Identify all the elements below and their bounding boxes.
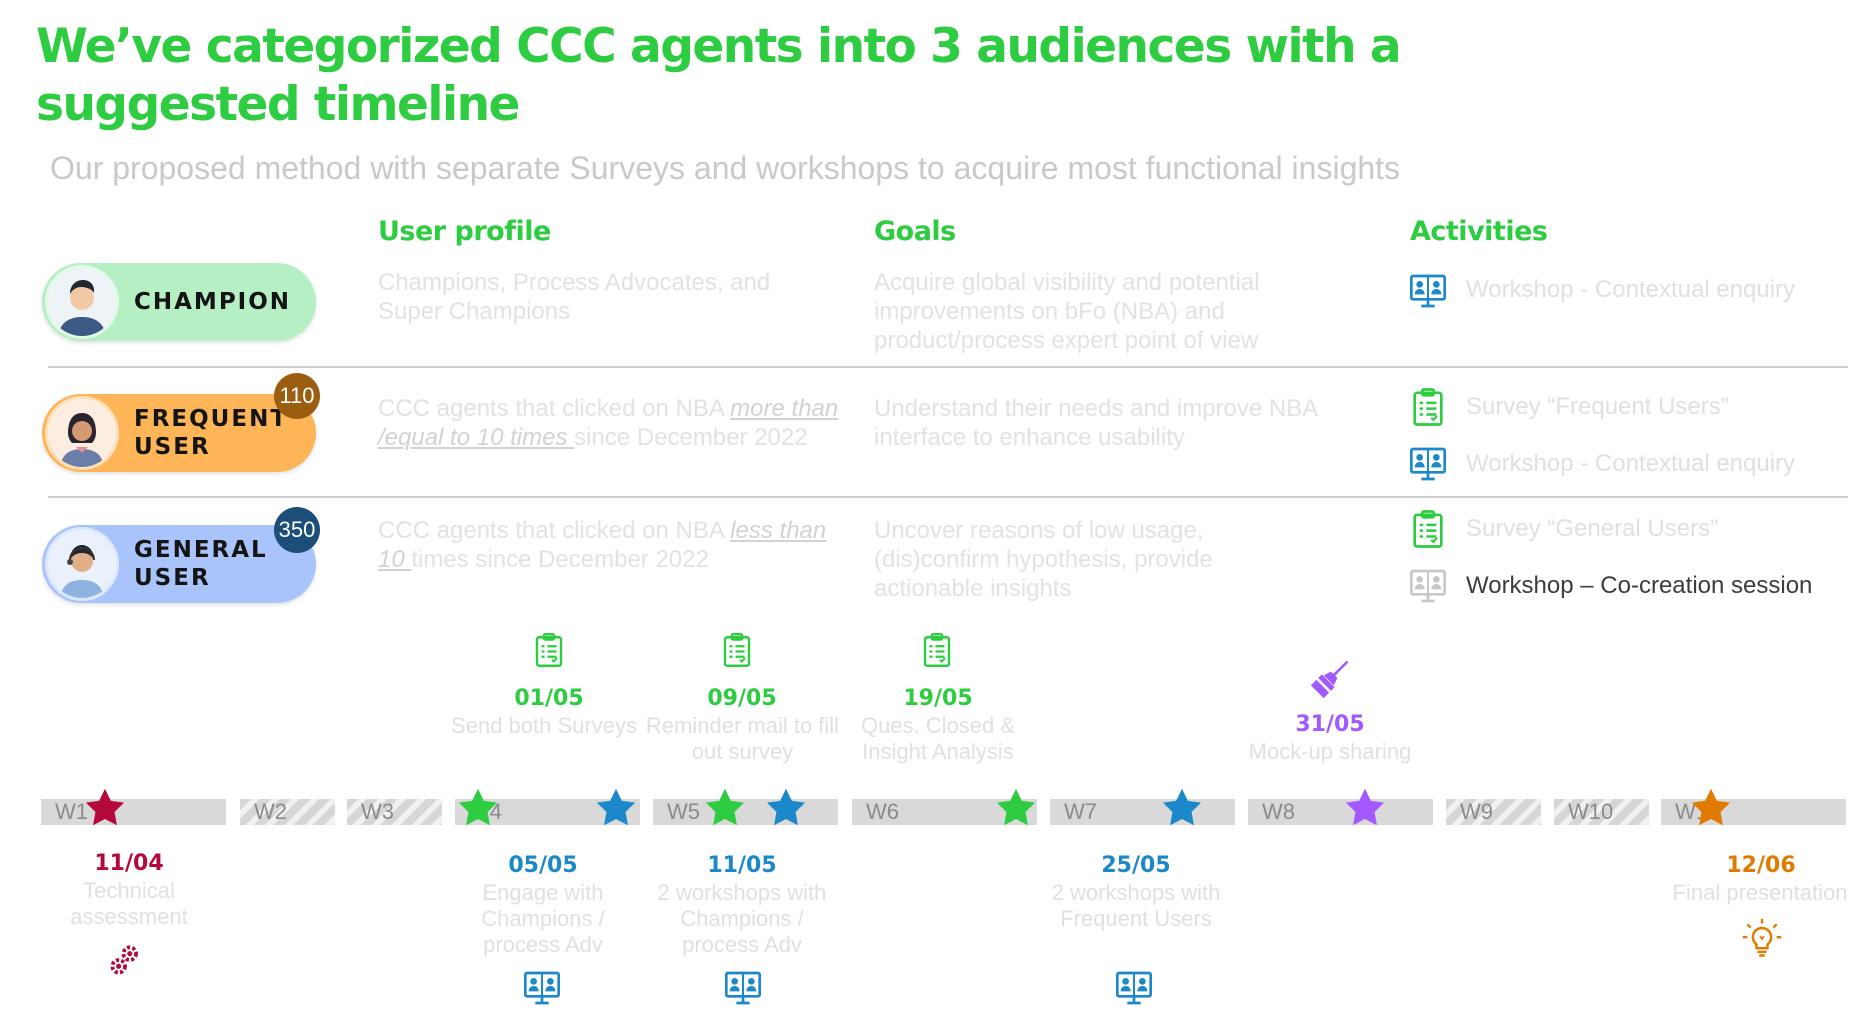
survey-icon bbox=[1408, 387, 1448, 427]
week-bar: W9 bbox=[1446, 799, 1541, 825]
milestone-star bbox=[764, 786, 808, 830]
goals-text-general-user: Uncover reasons of low usage, (dis)confi… bbox=[874, 517, 1213, 602]
workshop-icon bbox=[1408, 444, 1448, 484]
milestone-date: 31/05 bbox=[1295, 712, 1365, 737]
workshop-icon bbox=[522, 968, 562, 1008]
activity-text: Survey “Frequent Users” bbox=[1466, 393, 1729, 420]
milestone-star bbox=[594, 786, 638, 830]
audience-pill-champion: CHAMPION bbox=[42, 263, 316, 341]
avatar bbox=[48, 530, 116, 598]
milestone-date: 09/05 bbox=[707, 686, 777, 711]
milestone-star bbox=[83, 786, 127, 830]
milestone-desc: Final presentation bbox=[1672, 880, 1848, 905]
goals-text-champion: Acquire global visibility and potential … bbox=[874, 269, 1260, 354]
goals-text-frequent-user: Understand their needs and improve NBA i… bbox=[874, 395, 1317, 451]
milestone-star bbox=[456, 786, 500, 830]
column-header-user-profile: User profile bbox=[378, 216, 551, 247]
audience-label: FREQUENT bbox=[134, 406, 289, 432]
lightbulb-icon bbox=[1740, 915, 1784, 963]
milestone-desc: Technical assessment bbox=[70, 878, 188, 929]
page-subtitle: Our proposed method with separate Survey… bbox=[50, 150, 1401, 186]
profile-text-frequent-user: CCC agents that clicked on NBA more than… bbox=[378, 395, 839, 451]
activity-text: Survey “General Users” bbox=[1466, 515, 1719, 542]
milestone-date: 19/05 bbox=[903, 686, 973, 711]
page-title: We’ve categorized CCC agents into 3 audi… bbox=[36, 19, 1402, 132]
count-badge: 350 bbox=[274, 507, 320, 553]
row-divider bbox=[48, 496, 1848, 498]
count-badge: 110 bbox=[274, 373, 320, 419]
avatar bbox=[48, 399, 116, 467]
activity-text: Workshop – Co-creation session bbox=[1466, 572, 1813, 599]
milestone-desc: Ques. Closed & Insight Analysis bbox=[860, 713, 1016, 764]
avatar bbox=[48, 268, 116, 336]
profile-text-general-user: CCC agents that clicked on NBA less than… bbox=[378, 517, 827, 573]
activity-text: Workshop - Contextual enquiry bbox=[1466, 276, 1796, 303]
audience-label: CHAMPION bbox=[134, 289, 292, 315]
week-bar: W5 bbox=[653, 799, 838, 825]
milestone-desc: Engage with Champions / process Adv bbox=[481, 880, 605, 957]
milestone-desc: Send both Surveys bbox=[451, 713, 637, 738]
survey-icon bbox=[719, 632, 755, 668]
milestone-star bbox=[994, 786, 1038, 830]
brush-icon bbox=[1309, 656, 1353, 700]
milestone-desc: Reminder mail to fill out survey bbox=[645, 713, 840, 764]
week-bar: W11 bbox=[1661, 799, 1846, 825]
survey-icon bbox=[531, 632, 567, 668]
workshop-icon bbox=[1408, 271, 1448, 311]
audience-pill-general-user: GENERAL USER bbox=[42, 525, 316, 603]
week-bar: W7 bbox=[1050, 799, 1235, 825]
row-divider bbox=[48, 366, 1848, 368]
milestone-star bbox=[1689, 786, 1733, 830]
milestone-star bbox=[703, 786, 747, 830]
milestone-star bbox=[1160, 786, 1204, 830]
milestone-date: 25/05 bbox=[1101, 853, 1171, 878]
survey-icon bbox=[919, 632, 955, 668]
audience-label-line2: USER bbox=[134, 565, 211, 591]
audience-label-line2: USER bbox=[134, 434, 211, 460]
milestone-date: 01/05 bbox=[514, 686, 584, 711]
column-header-activities: Activities bbox=[1410, 216, 1548, 247]
workshop-icon bbox=[1408, 566, 1448, 606]
milestone-star bbox=[1343, 786, 1387, 830]
milestone-desc: Mock-up sharing bbox=[1248, 739, 1412, 764]
milestone-date: 12/06 bbox=[1726, 853, 1796, 878]
week-bar: W8 bbox=[1248, 799, 1433, 825]
week-bar: W10 bbox=[1554, 799, 1649, 825]
week-bar: W3 bbox=[347, 799, 442, 825]
week-bar: W1 bbox=[41, 799, 226, 825]
profile-text-champion: Champions, Process Advocates, and Super … bbox=[378, 269, 771, 325]
audience-label: GENERAL bbox=[134, 537, 268, 563]
workshop-icon bbox=[723, 968, 763, 1008]
milestone-desc: 2 workshops with Champions / process Adv bbox=[657, 880, 827, 957]
activity-text: Workshop - Contextual enquiry bbox=[1466, 450, 1796, 477]
milestone-date: 11/05 bbox=[707, 853, 777, 878]
column-header-goals: Goals bbox=[874, 216, 956, 247]
workshop-icon bbox=[1114, 968, 1154, 1008]
gears-icon bbox=[106, 938, 144, 982]
milestone-date: 05/05 bbox=[508, 853, 578, 878]
milestone-date: 11/04 bbox=[94, 851, 164, 876]
week-bar: W2 bbox=[240, 799, 335, 825]
survey-icon bbox=[1408, 509, 1448, 549]
audience-pill-frequent-user: FREQUENT USER bbox=[42, 394, 316, 472]
milestone-desc: 2 workshops with Frequent Users bbox=[1051, 880, 1221, 931]
